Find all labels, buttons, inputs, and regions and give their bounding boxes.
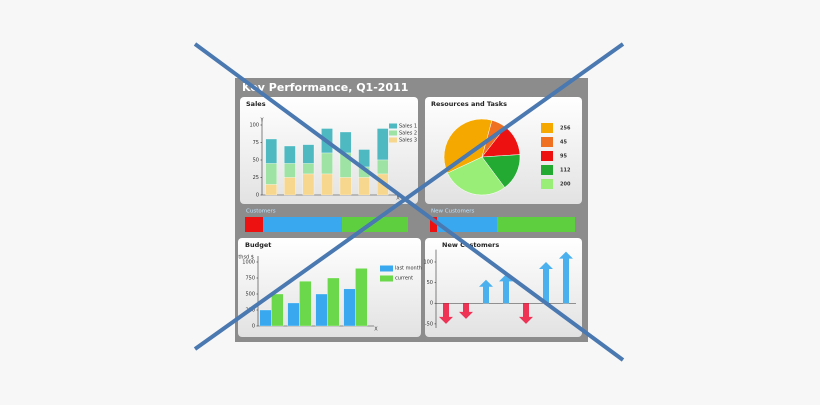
x-axis-label: X	[396, 196, 400, 202]
y-tick-label: 0	[430, 301, 433, 307]
pie-slice	[447, 156, 506, 196]
legend-swatch	[380, 265, 393, 272]
bar	[315, 293, 328, 327]
bar	[259, 309, 272, 327]
bar	[265, 184, 278, 196]
bar	[265, 138, 278, 164]
progress-label: New Customers	[431, 209, 474, 215]
cross-line	[193, 42, 625, 362]
bar	[339, 177, 352, 196]
bar	[265, 163, 278, 185]
x-axis-label: X	[374, 327, 378, 333]
bar	[302, 173, 315, 196]
legend-label: Sales 1	[399, 124, 417, 130]
bar	[302, 144, 315, 164]
y-tick-label: 0	[256, 193, 259, 199]
y-tick-label: 50	[427, 280, 433, 286]
progress-label: Customers	[246, 209, 276, 215]
bar	[321, 173, 333, 196]
bar	[376, 128, 389, 161]
progress-segment	[245, 217, 263, 232]
legend-swatch	[541, 151, 553, 161]
chart-title: Budget	[245, 241, 271, 249]
y-tick-label: 75	[253, 140, 259, 146]
y-tick-label: 25	[253, 175, 259, 181]
progress-segment	[263, 217, 342, 232]
legend-label: 45	[560, 140, 567, 146]
arrow	[539, 261, 553, 304]
chart-title: New Customers	[442, 241, 499, 249]
y-tick-label: -50	[425, 321, 433, 327]
bar	[284, 145, 296, 164]
arrow	[439, 303, 453, 324]
legend-label: 256	[560, 126, 571, 132]
legend-swatch	[541, 165, 553, 175]
chart-title: Sales	[246, 100, 266, 108]
y-axis-label: thsd $	[238, 255, 254, 261]
arrow	[499, 274, 513, 304]
bar	[302, 163, 315, 175]
legend-label: 112	[560, 168, 571, 174]
bar	[284, 177, 296, 196]
legend-label: Sales 2	[399, 131, 417, 137]
cross-line	[193, 42, 625, 351]
legend-swatch	[389, 123, 397, 129]
bar	[343, 288, 356, 327]
y-tick-label: 0	[252, 324, 255, 330]
bar	[299, 281, 312, 327]
y-tick-label: 500	[245, 292, 255, 298]
progress-segment	[342, 217, 408, 232]
progress-segment	[430, 217, 437, 232]
y-tick-label: 100	[423, 259, 433, 265]
bar	[355, 268, 368, 327]
bar	[284, 163, 296, 178]
legend-label: current	[395, 276, 413, 282]
arrow	[459, 303, 473, 319]
legend-label: last month	[395, 266, 422, 272]
y-tick-label: 750	[245, 276, 255, 282]
legend-label: 200	[560, 182, 571, 188]
bar	[376, 159, 389, 175]
y-tick-label: 50	[253, 158, 259, 164]
arrow	[479, 279, 493, 304]
legend-swatch	[541, 123, 553, 133]
y-tick-label: 100	[249, 123, 259, 129]
chart-title: Resources and Tasks	[431, 100, 507, 108]
pie-slice	[443, 118, 493, 174]
legend-label: 95	[560, 154, 567, 160]
bar	[321, 152, 333, 175]
y-tick-label: 1000	[242, 260, 255, 266]
progress-segment	[497, 217, 575, 232]
legend-label: Sales 3	[399, 138, 417, 144]
legend-swatch	[541, 179, 553, 189]
legend-swatch	[380, 275, 393, 282]
bar	[327, 277, 340, 327]
dashboard-title: Key Performance, Q1-2011	[242, 81, 408, 94]
progress-segment	[437, 217, 497, 232]
bar	[358, 177, 370, 196]
bar	[271, 293, 284, 327]
arrow	[519, 303, 533, 324]
legend-swatch	[389, 130, 397, 136]
legend-swatch	[541, 137, 553, 147]
y-axis-label: Y	[259, 118, 264, 124]
bar	[287, 302, 300, 327]
legend-swatch	[389, 137, 397, 143]
arrow	[559, 251, 573, 304]
